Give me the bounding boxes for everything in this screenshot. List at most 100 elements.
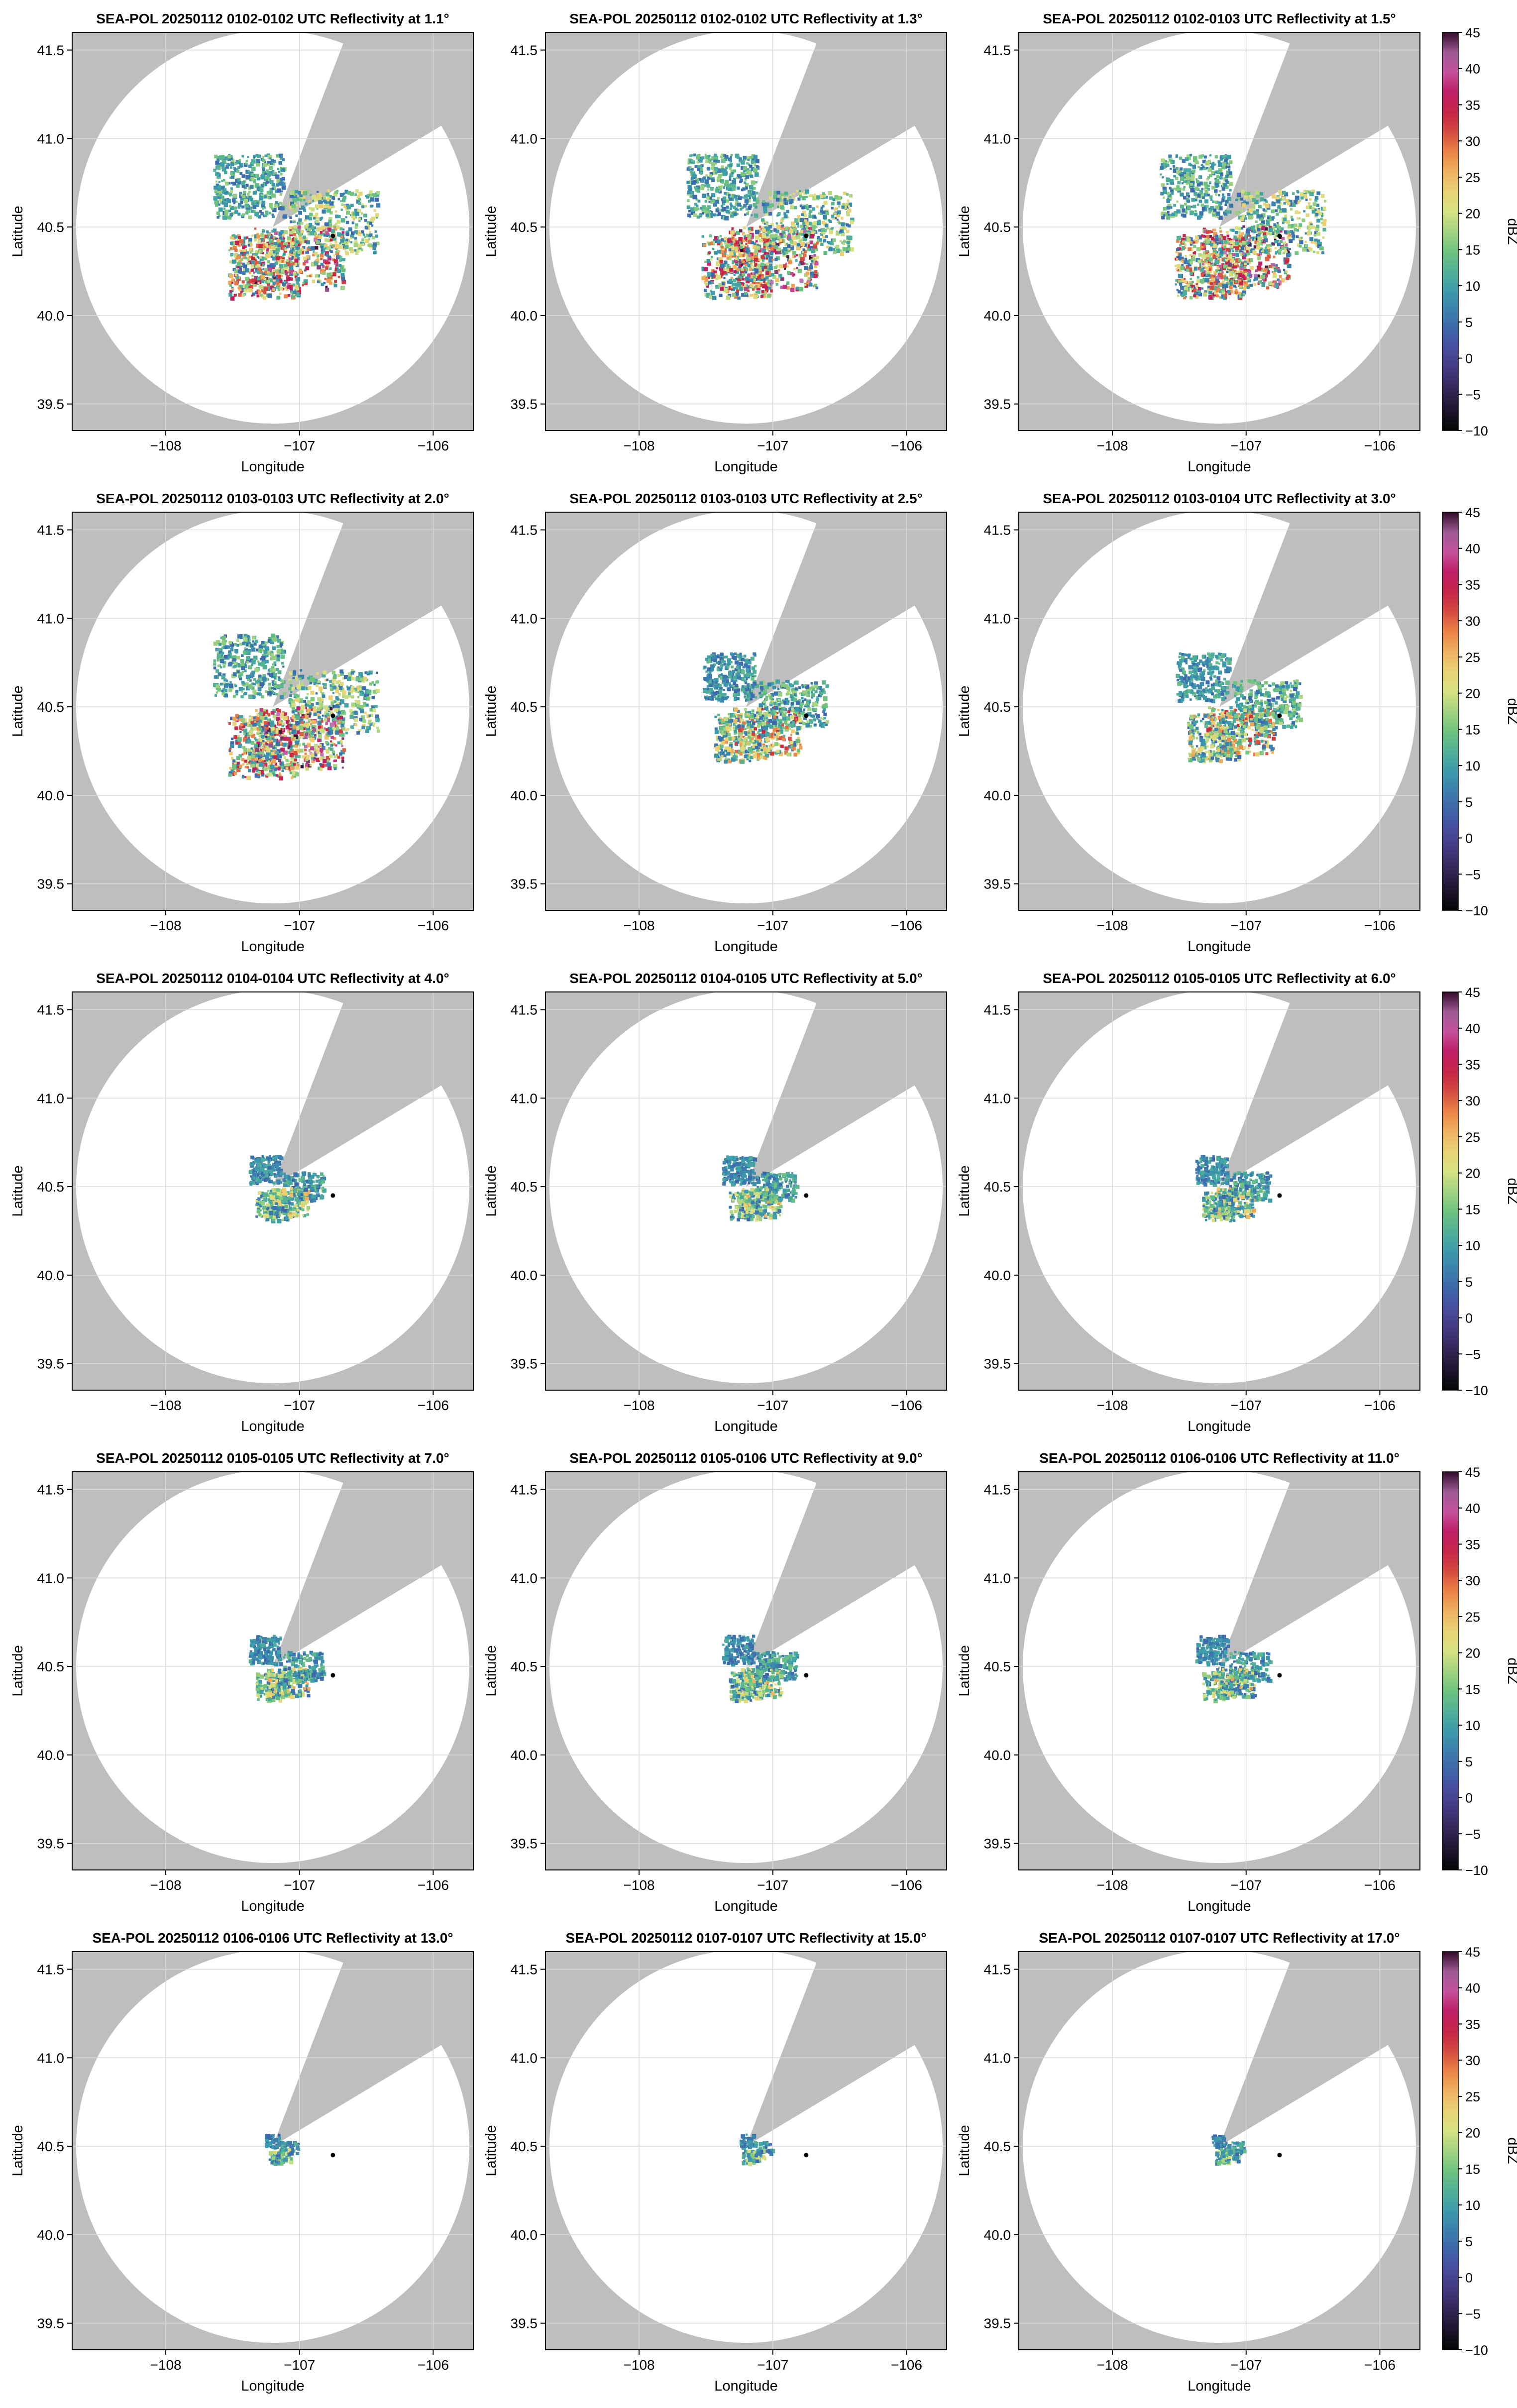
- x-tick-label: −106: [418, 918, 449, 933]
- radar-panel: −108 −107 −106 39.5 40.0 40.5 41.0 41.5 Longitud…: [483, 1930, 947, 2394]
- colorbar: 45 40 35 30 25 20 15 10 5 0 −5 −10 dBZ: [1442, 505, 1517, 918]
- grid-lines: [1019, 512, 1420, 910]
- y-tick-label: 40.5: [37, 699, 65, 715]
- x-tick-label: −107: [284, 1398, 315, 1413]
- colorbar-tick-label: 15: [1465, 1682, 1480, 1697]
- x-tick-label: −108: [150, 1398, 182, 1413]
- y-tick-label: 41.0: [37, 611, 65, 626]
- y-tick-label: 39.5: [37, 876, 65, 892]
- x-tick-label: −108: [150, 2357, 182, 2373]
- y-tick-label: 41.0: [37, 1091, 65, 1106]
- colorbar-tick-label: −5: [1465, 1347, 1481, 1362]
- x-axis-label: Longitude: [714, 1898, 777, 1914]
- colorbar-tick-label: 40: [1465, 542, 1480, 556]
- x-tick-label: −108: [1097, 438, 1128, 453]
- plot-title: SEA-POL 20250112 0105-0106 UTC Reflectiv…: [569, 1450, 923, 1466]
- x-tick-label: −107: [284, 438, 315, 453]
- colorbar-tick-label: 45: [1465, 985, 1480, 1000]
- colorbar-tick-label: 25: [1465, 2089, 1480, 2104]
- colorbar-tick-label: 20: [1465, 1166, 1480, 1181]
- y-tick-label: 40.0: [984, 1748, 1011, 1763]
- y-tick-label: 40.0: [511, 2227, 538, 2243]
- colorbar-tick-label: 15: [1465, 722, 1480, 737]
- x-tick-label: −106: [891, 2357, 922, 2373]
- y-tick-label: 41.0: [511, 1570, 538, 1586]
- site-marker: [1277, 233, 1282, 238]
- plot-title: SEA-POL 20250112 0106-0106 UTC Reflectiv…: [92, 1930, 453, 1946]
- colorbar-label: dBZ: [1505, 2137, 1517, 2164]
- plot-frame: [545, 1471, 947, 1870]
- colorbar-tick-label: 45: [1465, 25, 1480, 40]
- x-axis-label: Longitude: [1188, 459, 1251, 475]
- reflectivity-echoes: [248, 1155, 327, 1223]
- radar-panel: −108 −107 −106 39.5 40.0 40.5 41.0 41.5 Longitud…: [10, 1450, 474, 1914]
- y-tick-label: 41.5: [511, 1962, 538, 1977]
- y-tick-label: 40.0: [511, 1268, 538, 1283]
- colorbar-tick-label: 45: [1465, 505, 1480, 520]
- y-tick-label: 39.5: [984, 397, 1011, 412]
- y-tick-label: 40.0: [984, 2227, 1011, 2243]
- radar-panel: −108 −107 −106 39.5 40.0 40.5 41.0 41.5 Longitud…: [957, 971, 1517, 1434]
- plot-title: SEA-POL 20250112 0103-0104 UTC Reflectiv…: [1043, 491, 1396, 506]
- reflectivity-echoes: [248, 1635, 326, 1704]
- grid-lines: [1019, 992, 1420, 1390]
- colorbar-tick-label: 45: [1465, 1465, 1480, 1480]
- colorbar-tick-label: 35: [1465, 1057, 1480, 1072]
- y-tick-label: 41.0: [984, 611, 1011, 626]
- plot-title: SEA-POL 20250112 0103-0103 UTC Reflectiv…: [96, 491, 449, 506]
- y-tick-label: 39.5: [37, 1356, 65, 1372]
- y-tick-label: 39.5: [511, 2316, 538, 2331]
- y-axis-label: Latitude: [10, 1165, 26, 1216]
- colorbar-label: dBZ: [1505, 1657, 1517, 1684]
- radar-panel: −108 −107 −106 39.5 40.0 40.5 41.0 41.5 Longitud…: [957, 491, 1517, 955]
- colorbar-tick-label: 20: [1465, 207, 1480, 221]
- radar-coverage-area: [549, 992, 943, 1384]
- y-tick-label: 41.0: [37, 1570, 65, 1586]
- plot-frame: [1018, 32, 1420, 431]
- colorbar-tick-label: −10: [1465, 1383, 1488, 1398]
- x-tick-label: −106: [891, 1398, 922, 1413]
- colorbar-tick-label: 45: [1465, 1945, 1480, 1960]
- colorbar-tick-label: 5: [1465, 2234, 1473, 2249]
- y-tick-label: 41.5: [37, 1962, 65, 1977]
- y-tick-label: 40.0: [984, 788, 1011, 803]
- colorbar-tick-label: 10: [1465, 1718, 1480, 1733]
- colorbar-tick-label: −10: [1465, 1863, 1488, 1878]
- y-tick-label: 41.5: [984, 1002, 1011, 1018]
- colorbar-tick-label: 25: [1465, 1130, 1480, 1145]
- plot-frame: [545, 991, 947, 1391]
- x-tick-label: −106: [418, 1877, 449, 1893]
- colorbar-tick-label: −10: [1465, 903, 1488, 918]
- y-tick-label: 40.0: [984, 1268, 1011, 1283]
- y-tick-label: 41.5: [511, 523, 538, 538]
- colorbar-tick-label: 30: [1465, 1094, 1480, 1108]
- y-tick-label: 41.5: [511, 43, 538, 58]
- y-tick-label: 40.5: [984, 699, 1011, 715]
- plot-title: SEA-POL 20250112 0102-0102 UTC Reflectiv…: [96, 11, 449, 26]
- x-axis-label: Longitude: [714, 939, 777, 955]
- x-tick-label: −106: [418, 1398, 449, 1413]
- site-marker: [1277, 1193, 1282, 1198]
- x-tick-label: −106: [1364, 1398, 1396, 1413]
- y-tick-label: 39.5: [511, 876, 538, 892]
- plot-frame: [72, 32, 474, 431]
- radar-panel: −108 −107 −106 39.5 40.0 40.5 41.0 41.5 Longitud…: [10, 491, 474, 955]
- y-axis-label: Latitude: [957, 1165, 973, 1216]
- x-tick-label: −107: [284, 2357, 315, 2373]
- site-marker: [330, 1673, 335, 1678]
- grid-lines: [1019, 1472, 1420, 1870]
- x-tick-label: −107: [1230, 1398, 1262, 1413]
- plot-frame: [545, 32, 947, 431]
- y-tick-label: 40.5: [984, 2139, 1011, 2154]
- y-tick-label: 41.5: [984, 523, 1011, 538]
- colorbar-tick-label: 15: [1465, 2162, 1480, 2177]
- reflectivity-echoes: [265, 2133, 301, 2166]
- y-axis-label: Latitude: [10, 2125, 26, 2176]
- x-tick-label: −107: [1230, 438, 1262, 453]
- x-tick-label: −108: [624, 1877, 655, 1893]
- x-tick-label: −107: [284, 1877, 315, 1893]
- plot-title: SEA-POL 20250112 0107-0107 UTC Reflectiv…: [565, 1930, 926, 1946]
- radar-coverage-area: [549, 32, 943, 424]
- radar-panel: −108 −107 −106 39.5 40.0 40.5 41.0 41.5 Longitud…: [483, 11, 947, 475]
- x-tick-label: −108: [624, 438, 655, 453]
